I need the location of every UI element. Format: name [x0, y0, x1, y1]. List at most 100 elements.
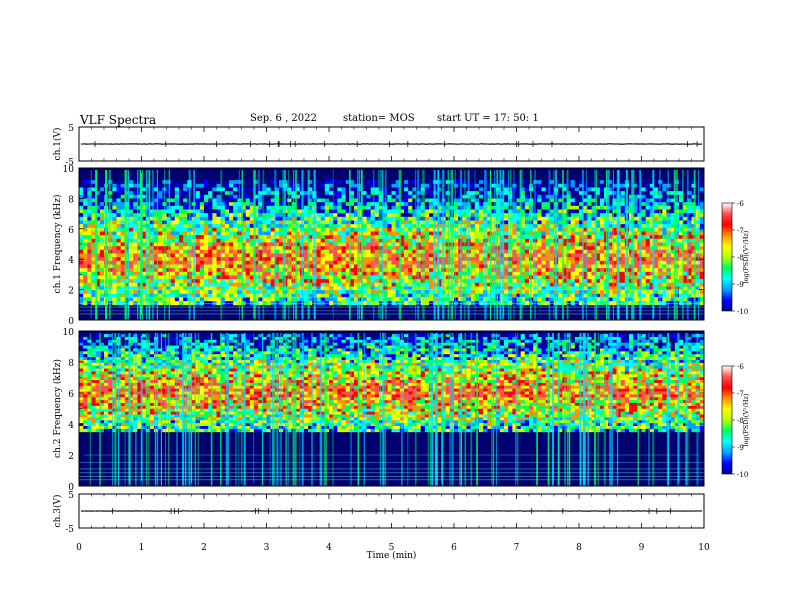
spectrogram-cell	[566, 220, 572, 225]
spectrogram-cell	[345, 257, 351, 262]
spectrogram-cell	[620, 191, 626, 196]
spectrogram-cell	[270, 257, 276, 262]
spectrogram-cell	[399, 293, 405, 298]
spectrogram-cell	[133, 260, 138, 265]
spectrogram-cell	[499, 202, 505, 207]
spectrogram-cell	[562, 290, 567, 295]
spectrogram-cell	[345, 235, 351, 240]
spectrogram-cell	[233, 286, 238, 291]
spectrogram-cell	[545, 209, 551, 214]
spectrogram-cell	[99, 282, 105, 287]
spectrogram-cell	[233, 238, 238, 243]
spectrogram-cell	[645, 183, 651, 188]
spectrogram-cell	[649, 249, 655, 254]
spectrogram-cell	[266, 198, 272, 203]
spectrogram-cell	[287, 271, 292, 276]
spectrogram-cell	[320, 271, 326, 276]
spectrogram-cell	[545, 264, 551, 269]
spectrogram-cell	[545, 180, 551, 185]
spectrogram-cell	[408, 293, 413, 298]
spectrogram-cell	[362, 238, 367, 243]
spectrogram-cell	[349, 227, 355, 232]
spectrogram-cell	[349, 216, 355, 221]
spectrogram-cell	[324, 231, 330, 236]
spectrogram-cell	[320, 227, 326, 232]
spectrogram-cell	[395, 216, 401, 221]
spectrogram-cell	[249, 187, 255, 192]
spectrogram-cell	[479, 290, 484, 295]
spectrogram-cell	[570, 249, 576, 254]
spectrogram-cell	[91, 235, 97, 240]
spectrogram-cell	[366, 231, 372, 236]
spectrogram-cell	[174, 209, 180, 214]
spectrogram-cell	[395, 183, 401, 188]
spectrogram-cell	[658, 180, 663, 185]
spectrogram-cell	[612, 227, 617, 232]
spectrogram-cell	[320, 290, 326, 295]
spectrogram-cell	[670, 194, 676, 199]
spectrogram-cell	[145, 213, 151, 218]
spectrogram-cell	[387, 286, 392, 291]
spectrogram-cell	[233, 227, 238, 232]
spectrogram-cell	[112, 205, 117, 210]
spectrogram-cell	[454, 180, 459, 185]
spectrogram-cell	[345, 238, 351, 243]
spectrogram-cell	[599, 216, 605, 221]
spectrogram-cell	[287, 191, 292, 196]
spectrogram-cell	[233, 209, 238, 214]
spectrogram-cell	[683, 194, 688, 199]
spectrogram-cell	[216, 205, 222, 210]
spectrogram-cell	[474, 198, 480, 203]
spectrogram-cell	[229, 275, 234, 280]
spectrogram-cell	[587, 205, 592, 210]
spectrogram-cell	[112, 227, 117, 232]
spectrogram-cell	[587, 180, 592, 185]
spectrogram-cell	[379, 253, 384, 258]
spectrogram-cell	[416, 253, 422, 258]
spectrogram-cell	[174, 187, 180, 192]
spectrogram-cell	[395, 180, 401, 185]
spectrogram-cell	[91, 227, 97, 232]
spectrogram-cell	[158, 213, 163, 218]
spectrogram-cell	[204, 290, 209, 295]
spectrogram-cell	[116, 293, 122, 298]
spectrogram-cell	[141, 205, 147, 210]
spectrogram-cell	[158, 220, 163, 225]
spectrogram-cell	[370, 253, 376, 258]
spectrogram-cell	[212, 253, 217, 258]
spectrogram-cell	[424, 264, 430, 269]
spectrogram-cell	[141, 286, 147, 291]
spectrogram-cell	[258, 187, 263, 192]
spectrogram-cell	[662, 260, 667, 265]
spectrogram-cell	[366, 242, 372, 247]
spectrogram-cell	[470, 282, 476, 287]
spectrogram-cell	[133, 235, 138, 240]
spectrogram-cell	[566, 260, 572, 265]
spectrogram-cell	[687, 242, 692, 247]
spectrogram-cell	[354, 253, 359, 258]
spectrogram-cell	[262, 286, 267, 291]
spectrogram-cell	[145, 220, 151, 225]
spectrogram-cell	[666, 271, 672, 276]
spectrogram-cell	[595, 213, 601, 218]
spectrogram-cell	[370, 275, 376, 280]
spectrogram-cell	[249, 253, 255, 258]
spectrogram-cell	[362, 249, 367, 254]
spectrogram-cell	[687, 249, 692, 254]
spectrogram-cell	[474, 271, 480, 276]
spectrogram-cell	[316, 242, 322, 247]
spectrogram-cell	[374, 282, 380, 287]
spectrogram-cell	[304, 194, 309, 199]
spectrogram-cell	[99, 231, 105, 236]
spectrogram-cell	[658, 216, 663, 221]
spectrogram-cell	[412, 227, 417, 232]
spectrogram-cell	[516, 268, 522, 273]
spectrogram-cell	[333, 275, 338, 280]
spectrogram-cell	[416, 260, 422, 265]
spectrogram-cell	[95, 235, 101, 240]
spectrogram-cell	[345, 231, 351, 236]
spectrogram-cell	[591, 271, 597, 276]
spectrogram-cell	[516, 213, 522, 218]
spectrogram-cell	[229, 286, 234, 291]
spectrogram-cell	[354, 264, 359, 269]
